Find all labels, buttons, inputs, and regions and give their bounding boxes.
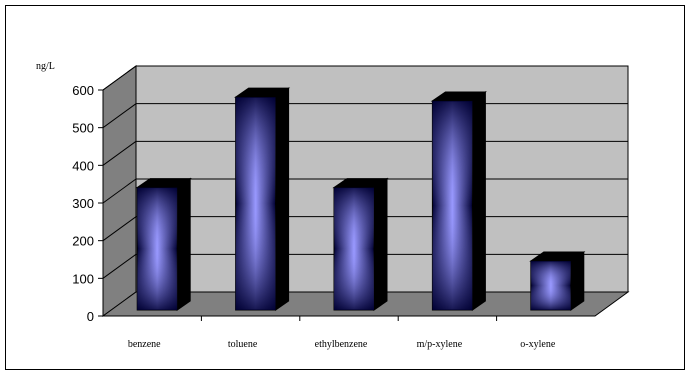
bar-front-shade — [235, 97, 276, 310]
bar-front-shade — [530, 261, 571, 310]
category-label: ethylbenzene — [315, 339, 368, 350]
y-tick-label: 0 — [87, 309, 94, 324]
bar — [233, 87, 291, 311]
y-tick-label: 600 — [72, 83, 94, 98]
gridline-side — [102, 216, 137, 242]
bars — [135, 87, 586, 311]
y-tick-label: 200 — [72, 234, 94, 249]
gridline-side — [102, 65, 137, 91]
y-axis-unit-label: ng/L — [36, 61, 55, 72]
bar-side — [373, 177, 388, 311]
gridline-side — [102, 253, 137, 279]
gridline-side — [102, 178, 137, 204]
y-tick-label: 300 — [72, 196, 94, 211]
bar-side — [176, 177, 191, 311]
y-tick-label: 500 — [72, 121, 94, 136]
bar-front-shade — [334, 187, 374, 310]
bar-front-shade — [432, 100, 473, 310]
bar — [430, 90, 488, 311]
bar — [332, 177, 389, 311]
bar-side — [275, 87, 290, 311]
y-axis: 0 100 200 300 400 500 600 — [72, 83, 595, 324]
bar — [135, 177, 192, 311]
category-label: benzene — [128, 339, 161, 350]
bar-side — [570, 251, 585, 311]
y-tick-label: 100 — [72, 271, 94, 286]
category-label: toluene — [228, 339, 258, 350]
bar-side — [471, 90, 486, 311]
y-tick-label: 400 — [72, 158, 94, 173]
gridline-side — [102, 103, 137, 129]
category-axis: benzene toluene ethylbenzene m/p-xylene o-xy… — [128, 316, 556, 350]
bar — [529, 251, 586, 311]
bar-front-shade — [137, 187, 178, 310]
gridline-side — [102, 140, 137, 166]
category-label: m/p-xylene — [417, 339, 463, 350]
category-label: o-xylene — [520, 339, 556, 350]
